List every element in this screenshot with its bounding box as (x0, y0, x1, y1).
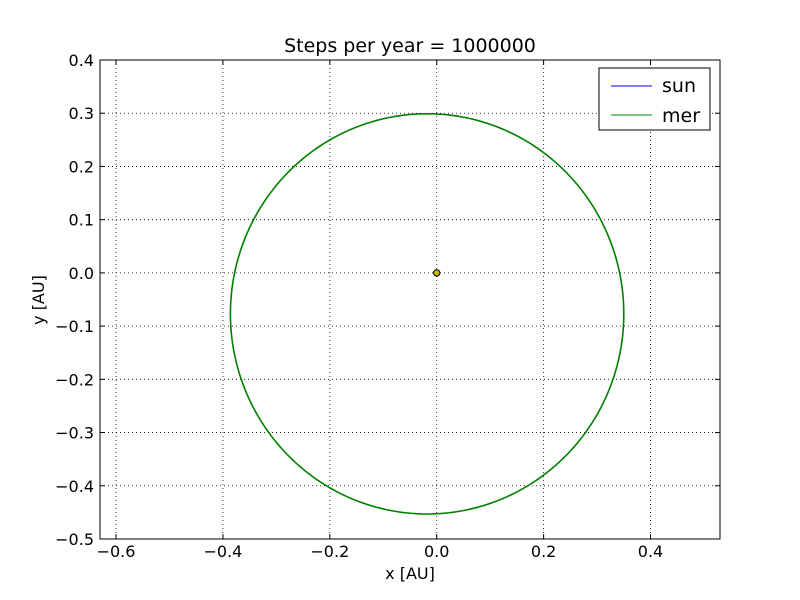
y-tick-label: −0.5 (55, 530, 94, 549)
y-tick-label: 0.2 (69, 157, 94, 176)
y-tick-label: 0.4 (69, 51, 94, 70)
y-tick-label: 0.0 (69, 264, 94, 283)
y-axis-label: y [AU] (29, 275, 48, 325)
x-tick-label: 0.2 (531, 542, 556, 561)
legend-label-sun: sun (662, 75, 696, 97)
x-tick-label: 0.0 (424, 542, 449, 561)
x-axis-label: x [AU] (385, 564, 435, 583)
tick-labels: −0.6 −0.4 −0.2 0.0 0.2 0.4 0.4 0.3 0.2 0.1 0.0 −0.1… (55, 51, 663, 561)
x-tick-label: −0.4 (204, 542, 243, 561)
series-line-mer (229, 112, 625, 515)
sun-marker (433, 269, 441, 277)
data-layer (229, 112, 625, 515)
y-tick-label: −0.2 (55, 370, 94, 389)
x-tick-label: −0.6 (97, 542, 136, 561)
tick-marks (100, 59, 720, 540)
plot-area (100, 60, 720, 539)
y-tick-label: −0.3 (55, 424, 94, 443)
x-tick-label: 0.4 (638, 542, 663, 561)
chart-title: Steps per year = 1000000 (284, 35, 536, 57)
y-tick-label: 0.3 (69, 104, 94, 123)
y-tick-label: −0.4 (55, 477, 94, 496)
y-tick-label: 0.1 (69, 211, 94, 230)
legend-box (598, 67, 711, 131)
plot-frame (99, 59, 721, 540)
x-tick-label: −0.2 (310, 542, 349, 561)
legend: sun mer (598, 67, 711, 131)
legend-label-mer: mer (662, 105, 700, 127)
y-tick-label: −0.1 (55, 317, 94, 336)
